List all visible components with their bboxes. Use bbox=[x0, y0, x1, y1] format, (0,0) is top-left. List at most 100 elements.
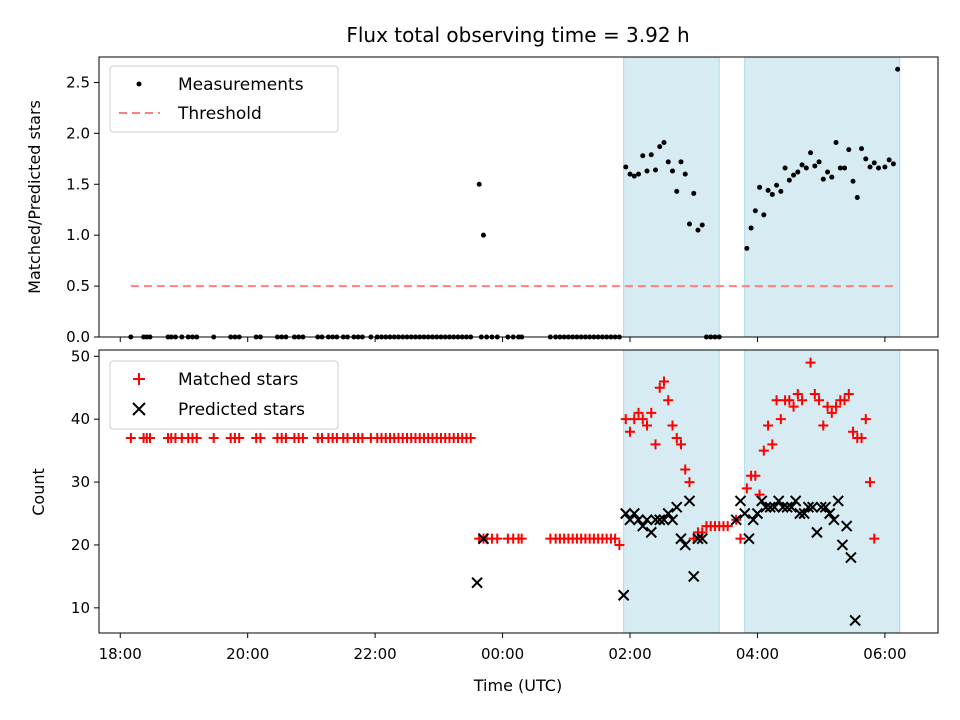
predicted-star-point bbox=[675, 532, 687, 545]
measurement-point bbox=[648, 152, 654, 158]
measurement-point bbox=[859, 146, 865, 152]
measurement-point bbox=[691, 190, 697, 196]
predicted-legend-label: Predicted stars bbox=[178, 400, 305, 420]
measurement-point bbox=[699, 222, 705, 228]
matched-star-point bbox=[860, 414, 871, 425]
measurement-point bbox=[627, 171, 633, 177]
predicted-star-point bbox=[798, 507, 810, 520]
matched-star-point bbox=[771, 395, 782, 406]
measurement-point bbox=[803, 165, 809, 171]
measurement-point bbox=[812, 163, 818, 169]
predicted-star-point bbox=[823, 507, 836, 520]
threshold-legend-label: Threshold bbox=[177, 104, 262, 124]
predicted-star-point bbox=[730, 514, 742, 526]
x-tick-label: 20:00 bbox=[226, 645, 269, 663]
predicted-star-point bbox=[777, 501, 789, 513]
predicted-star-point bbox=[802, 501, 815, 513]
predicted-star-point bbox=[620, 507, 632, 520]
shaded-interval bbox=[744, 56, 901, 338]
measurement-point bbox=[748, 225, 754, 231]
matched-star-point bbox=[822, 401, 833, 412]
predicted-star-point bbox=[819, 501, 832, 513]
predicted-star-point bbox=[849, 614, 861, 627]
matched-legend-label: Matched stars bbox=[178, 370, 298, 390]
matched-star-point bbox=[629, 414, 640, 425]
matched-star-point bbox=[741, 483, 752, 494]
measurement-point bbox=[882, 164, 888, 170]
measurement-point bbox=[636, 171, 642, 177]
predicted-star-point bbox=[815, 501, 827, 513]
matched-star-point bbox=[684, 477, 695, 488]
matched-star-point bbox=[667, 420, 678, 431]
predicted-star-point bbox=[683, 495, 696, 507]
measurement-point bbox=[808, 150, 814, 156]
measurement-point bbox=[895, 66, 901, 72]
shaded-interval bbox=[744, 349, 901, 634]
measurement-point bbox=[886, 157, 892, 163]
predicted-star-point bbox=[845, 551, 857, 564]
matched-star-point bbox=[826, 407, 837, 418]
predicted-star-point bbox=[477, 532, 490, 545]
predicted-star-point bbox=[760, 501, 772, 513]
matched-star-point bbox=[610, 533, 621, 544]
matched-star-point bbox=[758, 445, 769, 456]
measurement-point bbox=[686, 221, 692, 227]
measurement-point bbox=[782, 165, 788, 171]
matched-star-point bbox=[831, 401, 842, 412]
matched-star-point bbox=[722, 521, 733, 532]
matched-star-point bbox=[234, 433, 245, 444]
measurement-point bbox=[842, 165, 848, 171]
top-panel: 0.0 0.5 1.0 1.5 2.0 2.5 Matched/Predicted sta… bbox=[25, 56, 939, 346]
matched-star-point bbox=[763, 420, 774, 431]
matched-star-point bbox=[663, 395, 674, 406]
measurement-point bbox=[825, 169, 831, 175]
matched-star-point bbox=[809, 389, 820, 400]
matched-star-point bbox=[297, 433, 308, 444]
predicted-star-point bbox=[688, 570, 700, 583]
bottom-ylabel: Count bbox=[29, 468, 48, 516]
matched-star-point bbox=[492, 533, 503, 544]
measurement-point bbox=[757, 184, 763, 190]
top-panel-frame bbox=[98, 56, 939, 338]
matched-star-point bbox=[614, 539, 625, 550]
matched-star-point bbox=[784, 395, 795, 406]
matched-star-point bbox=[357, 433, 368, 444]
predicted-star-point bbox=[794, 507, 806, 520]
bottom-legend: Matched stars Predicted stars bbox=[109, 360, 339, 430]
chart-title: Flux total observing time = 3.92 h bbox=[346, 23, 689, 47]
matched-legend-marker bbox=[133, 373, 145, 385]
predicted-star-point bbox=[471, 576, 483, 589]
bottom-panel-frame bbox=[98, 349, 939, 634]
matched-star-point bbox=[750, 470, 761, 481]
measurement-point bbox=[744, 245, 750, 251]
measurement-point bbox=[863, 156, 869, 162]
matched-star-point bbox=[735, 533, 746, 544]
predicted-star-point bbox=[696, 532, 708, 545]
matched-star-point bbox=[797, 395, 808, 406]
predicted-star-point bbox=[624, 514, 636, 526]
matched-star-point bbox=[646, 407, 657, 418]
x-tick-label: 04:00 bbox=[736, 645, 779, 663]
matched-star-point bbox=[625, 426, 636, 437]
matched-star-point bbox=[869, 533, 880, 544]
measurement-point bbox=[816, 159, 822, 165]
measurement-point bbox=[678, 159, 684, 165]
measurement-point bbox=[837, 165, 843, 171]
matched-star-point bbox=[671, 433, 682, 444]
predicted-star-point bbox=[832, 495, 844, 507]
y-tick-label: 40 bbox=[71, 410, 90, 428]
measurement-point bbox=[623, 164, 629, 170]
predicted-star-point bbox=[654, 514, 666, 526]
matched-star-point bbox=[848, 426, 859, 437]
y-tick-label: 20 bbox=[71, 536, 90, 554]
matched-star-point bbox=[633, 407, 644, 418]
measurement-point bbox=[786, 177, 792, 183]
matched-star-point bbox=[814, 395, 825, 406]
predicted-star-point bbox=[836, 539, 849, 551]
matched-star-point bbox=[775, 414, 786, 425]
x-tick-label: 06:00 bbox=[863, 645, 906, 663]
predicted-star-point bbox=[662, 507, 674, 520]
matched-star-point bbox=[675, 439, 686, 450]
matched-star-point bbox=[788, 401, 799, 412]
predicted-star-point bbox=[772, 495, 785, 507]
